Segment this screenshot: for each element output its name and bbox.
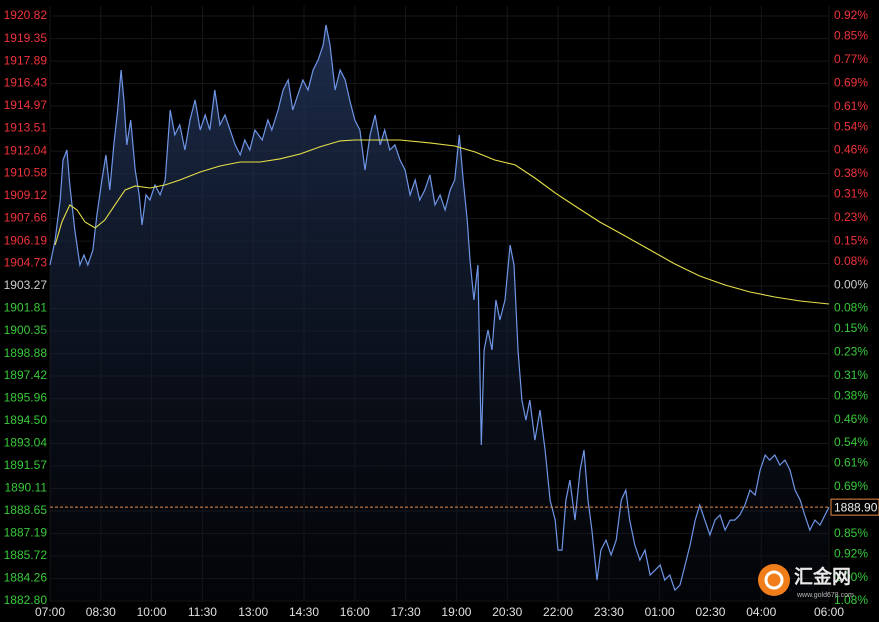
y-tick-label: 1910.58 [4, 166, 48, 180]
x-tick-label: 08:30 [86, 605, 116, 619]
x-tick-label: 02:30 [695, 605, 725, 619]
logo-mark [764, 570, 784, 590]
y2-tick-label: 0.38% [834, 166, 868, 180]
y-tick-label: 1903.27 [4, 278, 48, 292]
y-tick-label: 1901.81 [4, 301, 48, 315]
y-tick-label: 1913.51 [4, 121, 48, 135]
y2-tick-label: 0.31% [834, 368, 868, 382]
y2-tick-label: 0.08% [834, 301, 868, 315]
y2-tick-label: 0.77% [834, 52, 868, 66]
last-price-box [830, 498, 879, 516]
plot-layer: 1920.82 1919.35 1917.89 1916.43 1914.97 1913.… [4, 6, 879, 619]
x-tick-label: 10:00 [137, 605, 167, 619]
y2-tick-label: 0.23% [834, 210, 868, 224]
y-tick-label: 1890.11 [5, 481, 48, 495]
watermark: 汇金网 www.gold678.com [758, 564, 854, 599]
y-tick-label: 1893.04 [4, 436, 48, 450]
y2-tick-label: 0.61% [834, 99, 868, 113]
x-tick-label: 13:00 [238, 605, 268, 619]
y2-tick-label: 0.54% [834, 435, 868, 449]
y-tick-label: 1914.97 [4, 98, 48, 112]
logo [758, 564, 790, 596]
watermark-url: www.gold678.com [796, 592, 854, 599]
y2-tick-label: 0.08% [834, 254, 868, 268]
x-tick-label: 22:00 [543, 605, 573, 619]
y2-tick-label: 0.23% [834, 345, 868, 359]
y2-tick-label: 0.31% [834, 187, 868, 201]
x-tick-label: 06:00 [814, 605, 844, 619]
y-tick-label: 1907.66 [4, 211, 48, 225]
y-tick-label: 1909.12 [4, 188, 48, 202]
x-tick-label: 14:30 [289, 605, 319, 619]
y2-tick-label: 1.00% [834, 570, 868, 584]
y2-tick-label: 0.85% [834, 29, 868, 43]
y-tick-label: 1919.35 [4, 31, 48, 45]
y-tick-label: 1898.88 [4, 346, 48, 360]
y-tick-label: 1900.35 [4, 323, 48, 337]
y2-tick-label: 0.00% [834, 277, 868, 291]
price-area [50, 24, 829, 601]
y-tick-label: 1897.42 [4, 368, 48, 382]
y2-tick-label: 0.15% [834, 321, 868, 335]
y-tick-label: 1882.80 [4, 593, 48, 607]
last-price-label: 1888.90 [834, 500, 878, 514]
y2-tick-label: 0.69% [834, 75, 868, 89]
price-line [49, 24, 830, 592]
x-tick-label: 19:00 [441, 605, 471, 619]
x-tick-label: 16:00 [340, 605, 370, 619]
y2-tick-label: 0.92% [834, 546, 868, 560]
y-tick-label: 1912.04 [4, 143, 48, 157]
x-tick-label: 11:30 [188, 605, 217, 619]
y-tick-label: 1888.65 [4, 503, 48, 517]
x-tick-label: 20:30 [492, 605, 522, 619]
x-tick-label: 23:30 [594, 605, 624, 619]
watermark-text: 汇金网 [794, 565, 851, 588]
y2-tick-label: 0.38% [834, 388, 868, 402]
y2-tick-label: 0.69% [834, 479, 868, 493]
y2-tick-label: 0.46% [834, 412, 868, 426]
y-tick-label: 1884.26 [4, 571, 48, 585]
y-tick-label: 1895.96 [4, 391, 48, 405]
y2-tick-label: 0.46% [834, 143, 868, 157]
y2-tick-label: 0.61% [834, 456, 868, 470]
average-line [54, 139, 830, 305]
y-tick-label: 1920.82 [4, 8, 48, 22]
x-tick-label: 01:00 [645, 605, 675, 619]
x-tick-label: 04:00 [746, 605, 776, 619]
y-tick-label: 1885.72 [4, 548, 48, 562]
y2-tick-label: 0.54% [834, 119, 868, 133]
y-tick-label: 1916.43 [4, 76, 48, 90]
y-tick-label: 1887.19 [4, 526, 48, 540]
y-tick-label: 1917.89 [4, 53, 48, 67]
y-tick-label: 1906.19 [4, 233, 48, 247]
x-tick-label: 07:00 [35, 605, 65, 619]
y2-tick-label: 0.15% [834, 233, 868, 247]
x-tick-label: 17:30 [391, 605, 421, 619]
y-tick-label: 1894.50 [4, 413, 48, 427]
y2-tick-label: 0.92% [834, 8, 868, 22]
y2-tick-label: 1.08% [834, 593, 868, 607]
y-tick-label: 1891.57 [4, 458, 48, 472]
y2-tick-label: 0.85% [834, 526, 868, 540]
y-tick-label: 1904.73 [4, 256, 48, 270]
